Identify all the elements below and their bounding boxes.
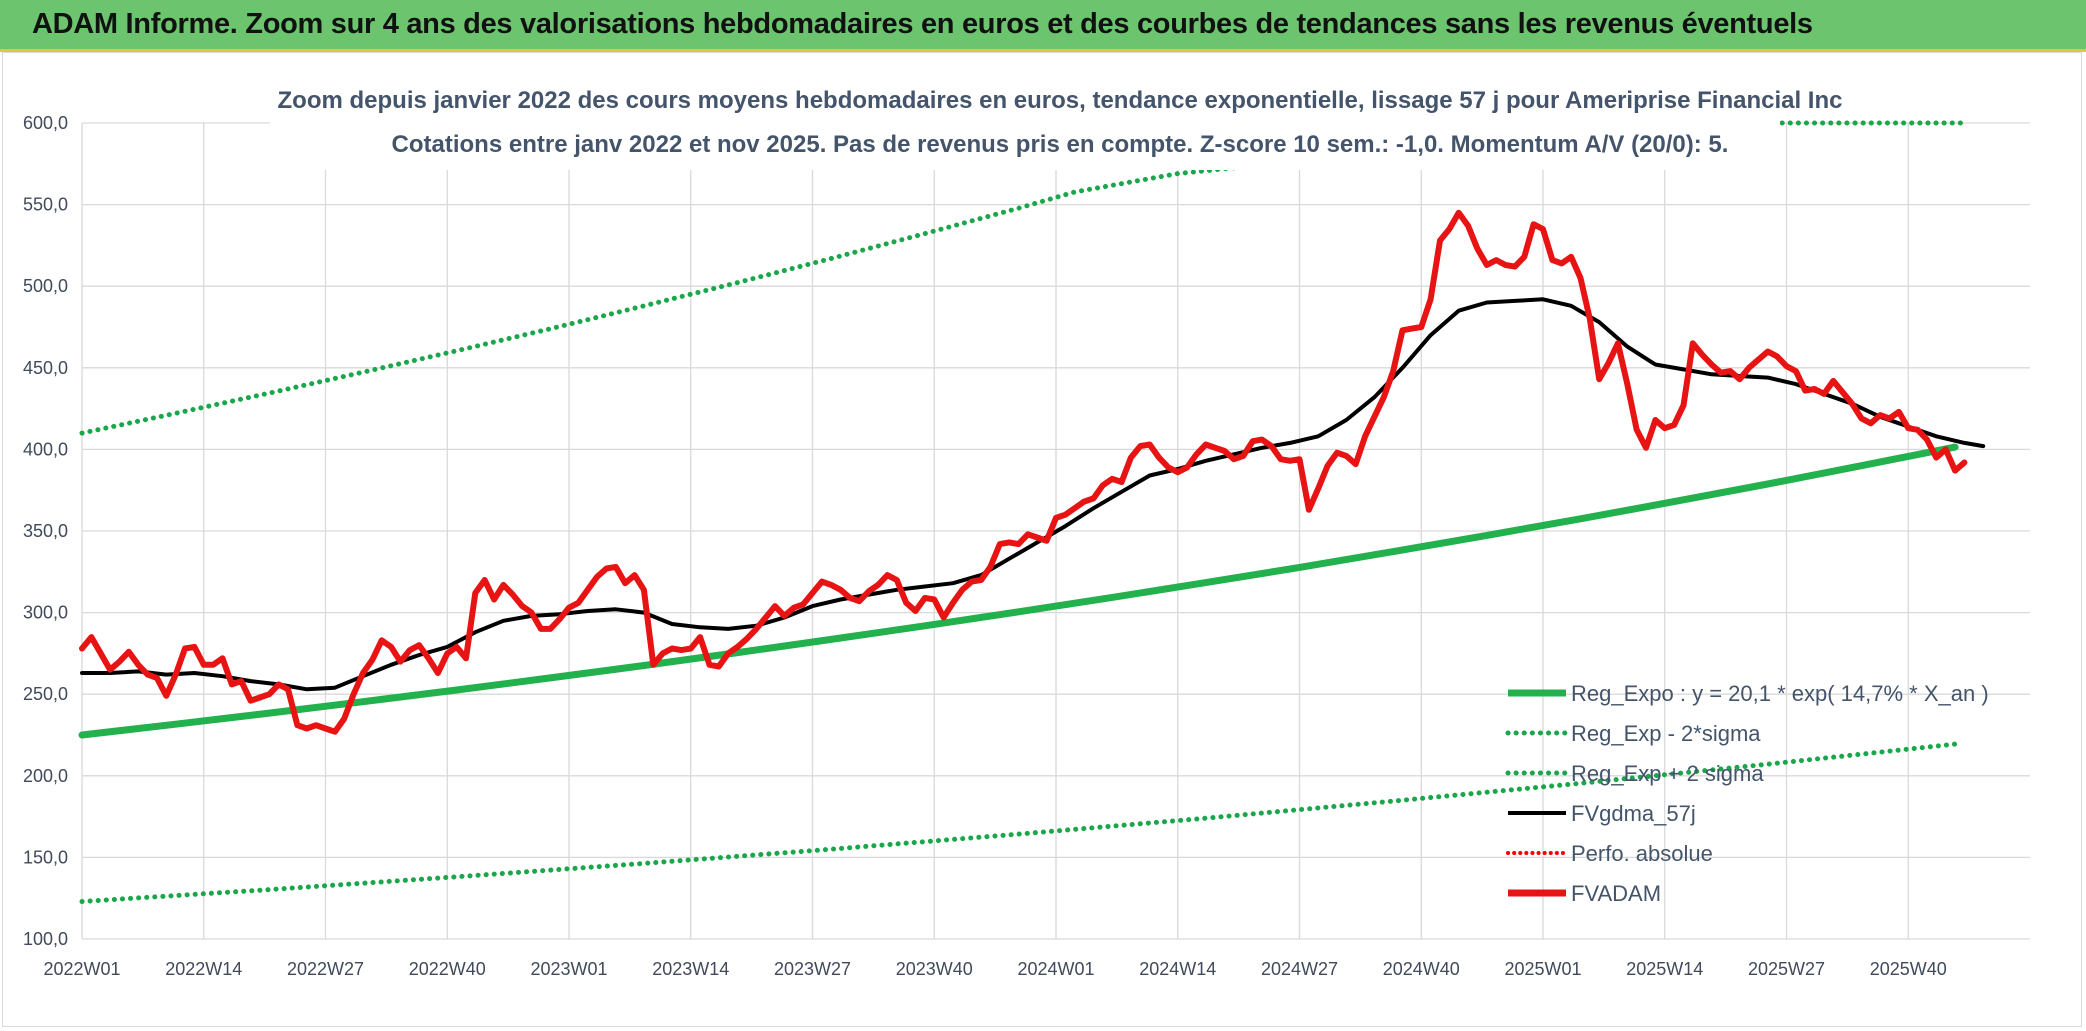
- series-line-fvadam: [79, 209, 1968, 735]
- x-tick-label: 2022W40: [409, 959, 486, 979]
- y-tick-label: 400,0: [23, 439, 68, 459]
- legend-label-fvgdma: FVgdma_57j: [1571, 801, 1696, 826]
- y-tick-label: 500,0: [23, 276, 68, 296]
- header-banner: ADAM Informe. Zoom sur 4 ans des valoris…: [0, 0, 2086, 52]
- legend-label-reg-expo: Reg_Expo : y = 20,1 * exp( 14,7% * X_an …: [1571, 681, 1989, 706]
- x-tick-label: 2024W14: [1139, 959, 1216, 979]
- x-tick-label: 2023W40: [896, 959, 973, 979]
- y-tick-label: 100,0: [23, 929, 68, 949]
- legend: Reg_Expo : y = 20,1 * exp( 14,7% * X_an …: [1505, 681, 1989, 906]
- x-tick-label: 2024W27: [1261, 959, 1338, 979]
- x-tick-label: 2023W01: [530, 959, 607, 979]
- x-tick-label: 2022W01: [43, 959, 120, 979]
- series-line-reg-plus: [79, 120, 1967, 436]
- y-tick-label: 450,0: [23, 358, 68, 378]
- x-tick-label: 2025W14: [1626, 959, 1703, 979]
- chart-frame: [2, 52, 2082, 1027]
- x-tick-label: 2025W40: [1870, 959, 1947, 979]
- x-tick-label: 2024W40: [1383, 959, 1460, 979]
- series-group: [78, 120, 1986, 904]
- y-tick-label: 350,0: [23, 521, 68, 541]
- x-tick-label: 2022W27: [287, 959, 364, 979]
- y-tick-label: 250,0: [23, 684, 68, 704]
- legend-label-perfo: Perfo. absolue: [1571, 841, 1713, 866]
- x-tick-label: 2022W14: [165, 959, 242, 979]
- legend-label-reg-plus: Reg_Exp + 2 sigma: [1571, 761, 1764, 786]
- chart-title: Zoom depuis janvier 2022 des cours moyen…: [278, 87, 1843, 114]
- series-line-reg-minus: [79, 741, 1958, 904]
- y-tick-label: 600,0: [23, 113, 68, 133]
- y-axis-labels: 100,0 150,0 200,0 250,0 300,0 350,0 400,0 450,0…: [23, 113, 68, 949]
- grid: [81, 122, 2030, 940]
- y-tick-label: 200,0: [23, 766, 68, 786]
- y-tick-label: 150,0: [23, 847, 68, 867]
- series-line-reg-expo: [78, 443, 1959, 739]
- legend-label-fvadam: FVADAM: [1571, 881, 1661, 906]
- x-tick-label: 2025W27: [1748, 959, 1825, 979]
- x-tick-label: 2023W14: [652, 959, 729, 979]
- x-tick-label: 2025W01: [1504, 959, 1581, 979]
- title-backdrop: [270, 78, 1780, 170]
- chart-subtitle: Cotations entre janv 2022 et nov 2025. P…: [392, 131, 1729, 158]
- x-tick-label: 2024W01: [1017, 959, 1094, 979]
- y-tick-label: 550,0: [23, 195, 68, 215]
- x-tick-label: 2023W27: [774, 959, 851, 979]
- legend-label-reg-minus: Reg_Exp - 2*sigma: [1571, 721, 1761, 746]
- y-tick-label: 300,0: [23, 603, 68, 623]
- page-title: ADAM Informe. Zoom sur 4 ans des valoris…: [32, 8, 1813, 40]
- x-axis-labels: 2022W01 2022W14 2022W27 2022W40 2023W01 2023W…: [43, 959, 1946, 979]
